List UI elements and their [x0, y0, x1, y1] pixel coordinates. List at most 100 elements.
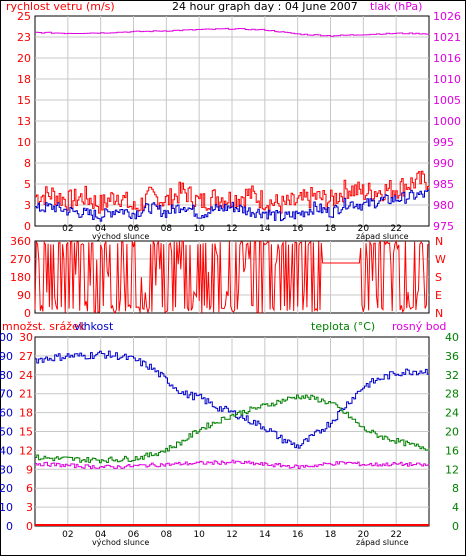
pressure-y-tick: 1026 [433, 10, 461, 23]
x-tick-label-bottom: 10 [193, 530, 205, 540]
temperature-y-tick: 24 [445, 407, 459, 420]
humidity-y-tick: 10 [0, 501, 13, 514]
compass-y-tick: W [435, 253, 446, 266]
chart-title: 24 hour graph day : 04 June 2007 [172, 0, 358, 13]
x-tick-label-bottom: 02 [62, 530, 73, 540]
x-tick-label-bottom: 06 [128, 530, 140, 540]
x-tick-label-top: 22 [390, 224, 401, 234]
pressure-y-tick: 1005 [433, 94, 461, 107]
wind-y-tick: 5 [24, 178, 31, 191]
rain-y-tick: 0 [26, 520, 33, 533]
wind-y-tick: 23 [17, 31, 31, 44]
humidity-y-tick: 100 [0, 331, 13, 344]
direction-y-tick: 180 [10, 271, 31, 284]
humidity-label: vlhkost [74, 320, 114, 333]
compass-y-tick: N [435, 235, 443, 248]
x-tick-label-bottom: 04 [95, 530, 107, 540]
sunrise-label-bottom: východ slunce [92, 538, 149, 547]
grid-lines [35, 16, 429, 526]
temperature-y-tick: 0 [452, 520, 459, 533]
compass-y-tick: S [435, 271, 442, 284]
wind-y-tick: 8 [24, 157, 31, 170]
wind-gust-line [35, 170, 430, 214]
sunrise-label-top: východ slunce [92, 232, 149, 241]
wind-direction-line [34, 239, 430, 314]
wind-y-tick: 18 [17, 73, 31, 86]
temperature-y-tick: 40 [445, 331, 459, 344]
x-tick-label-top: 20 [358, 224, 370, 234]
tick-labels: 0202040406060808101012121414161618182020… [0, 10, 461, 540]
wind-y-tick: 3 [24, 199, 31, 212]
pressure-y-tick: 995 [433, 136, 454, 149]
temperature-y-tick: 28 [445, 388, 459, 401]
humidity-y-tick: 60 [0, 407, 13, 420]
rain-y-tick: 9 [26, 463, 33, 476]
x-tick-label-top: 12 [226, 224, 237, 234]
x-tick-label-top: 04 [95, 224, 107, 234]
pressure-y-tick: 1021 [433, 31, 461, 44]
x-tick-label-bottom: 08 [161, 530, 173, 540]
rain-y-tick: 6 [26, 482, 33, 495]
pressure-line [35, 27, 430, 37]
wind-average-line [35, 189, 430, 222]
wind-y-tick: 10 [17, 136, 31, 149]
humidity-y-tick: 20 [0, 482, 13, 495]
temperature-y-tick: 12 [445, 463, 459, 476]
wind-y-tick: 13 [17, 115, 31, 128]
temperature-y-tick: 16 [445, 444, 459, 457]
x-tick-label-bottom: 14 [259, 530, 271, 540]
x-tick-label-bottom: 12 [226, 530, 237, 540]
rain-y-tick: 18 [19, 407, 33, 420]
x-tick-label-top: 16 [292, 224, 304, 234]
humidity-line [35, 350, 430, 449]
wind-y-tick: 25 [17, 10, 31, 23]
pressure-label: tlak (hPa) [370, 0, 422, 13]
temperature-y-tick: 20 [445, 426, 459, 439]
humidity-y-tick: 50 [0, 426, 13, 439]
pressure-y-tick: 980 [433, 199, 454, 212]
pressure-y-tick: 985 [433, 178, 454, 191]
x-tick-label-top: 02 [62, 224, 73, 234]
humidity-y-tick: 90 [0, 350, 13, 363]
wind-speed-label: rychlost vetru (m/s) [6, 0, 115, 13]
rain-y-tick: 15 [19, 426, 33, 439]
rain-y-tick: 30 [19, 331, 33, 344]
dewpoint-line [35, 459, 430, 469]
rain-y-tick: 21 [19, 388, 33, 401]
humidity-y-tick: 30 [0, 463, 13, 476]
x-tick-label-top: 06 [128, 224, 140, 234]
rain-y-tick: 27 [19, 350, 33, 363]
pressure-y-tick: 1000 [433, 115, 461, 128]
x-tick-label-bottom: 22 [390, 530, 401, 540]
wind-y-tick: 15 [17, 94, 31, 107]
direction-y-tick: 0 [24, 307, 31, 320]
rain-amount-label: množst. srážek [2, 320, 86, 333]
data-series [34, 27, 430, 526]
x-tick-label-bottom: 18 [325, 530, 337, 540]
pressure-y-tick: 1016 [433, 52, 461, 65]
temperature-y-tick: 36 [445, 350, 459, 363]
x-tick-label-top: 10 [193, 224, 205, 234]
temperature-y-tick: 8 [452, 482, 459, 495]
humidity-y-tick: 70 [0, 388, 13, 401]
compass-y-tick: E [435, 289, 442, 302]
compass-y-tick: N [435, 307, 443, 320]
x-tick-label-bottom: 16 [292, 530, 304, 540]
x-tick-label-top: 18 [325, 224, 337, 234]
x-tick-label-top: 14 [259, 224, 271, 234]
sunset-label-top: západ slunce [356, 232, 409, 241]
dewpoint-label: rosný bod [392, 320, 446, 333]
pressure-y-tick: 990 [433, 157, 454, 170]
temperature-line [35, 394, 430, 464]
pressure-y-tick: 975 [433, 220, 454, 233]
direction-y-tick: 270 [10, 253, 31, 266]
direction-y-tick: 90 [17, 289, 31, 302]
rain-y-tick: 3 [26, 501, 33, 514]
x-tick-label-top: 08 [161, 224, 173, 234]
x-tick-label-bottom: 20 [358, 530, 370, 540]
humidity-y-tick: 80 [0, 369, 13, 382]
pressure-y-tick: 1010 [433, 73, 461, 86]
wind-y-tick: 20 [17, 52, 31, 65]
